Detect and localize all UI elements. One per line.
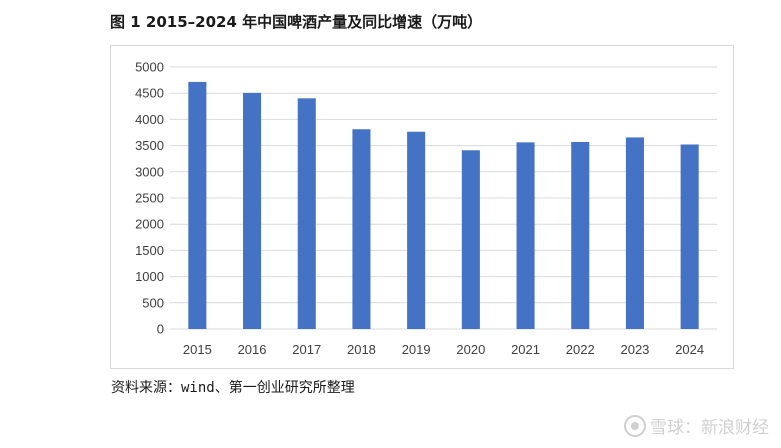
y-tick-label: 500	[142, 295, 164, 310]
bar	[571, 141, 590, 329]
watermark: 雪球：新浪财经	[624, 413, 769, 438]
y-tick-label: 1000	[135, 269, 164, 284]
watermark-text: 雪球：新浪财经	[650, 418, 769, 438]
y-tick-label: 1500	[135, 243, 164, 258]
source-note: 资料来源：wind、第一创业研究所整理	[111, 380, 355, 396]
x-tick-label: 2023	[620, 342, 649, 357]
bar	[243, 92, 262, 329]
bar	[680, 144, 699, 329]
chart-area: 0 500 1000 1500 2000 2500 3000 3500 4000 4500 5000…	[110, 45, 734, 369]
bar	[461, 150, 480, 329]
x-tick-label: 2024	[675, 342, 704, 357]
bar	[516, 142, 535, 329]
y-tick-label: 2000	[135, 217, 164, 232]
y-tick-label: 0	[157, 322, 164, 337]
y-tick-label: 2500	[135, 191, 164, 206]
y-tick-label: 4000	[135, 112, 164, 127]
bar	[625, 137, 644, 329]
bar	[407, 131, 426, 329]
chart-title: 图 1 2015–2024 年中国啤酒产量及同比增速（万吨）	[110, 13, 483, 31]
bar	[297, 98, 316, 329]
x-tick-label: 2016	[238, 342, 267, 357]
y-tick-label: 5000	[135, 60, 164, 75]
bar	[352, 129, 371, 329]
y-tick-label: 4500	[135, 86, 164, 101]
bar-chart: 0 500 1000 1500 2000 2500 3000 3500 4000 4500 5000…	[135, 60, 717, 357]
x-tick-label: 2021	[511, 342, 540, 357]
x-tick-label: 2020	[456, 342, 485, 357]
bar	[188, 81, 207, 330]
x-tick-label: 2022	[566, 342, 595, 357]
y-tick-label: 3500	[135, 138, 164, 153]
x-tick-label: 2017	[292, 342, 321, 357]
snowball-logo-icon	[624, 414, 646, 437]
x-tick-label: 2015	[183, 342, 212, 357]
y-tick-label: 3000	[135, 164, 164, 179]
x-tick-label: 2019	[402, 342, 431, 357]
x-tick-label: 2018	[347, 342, 376, 357]
